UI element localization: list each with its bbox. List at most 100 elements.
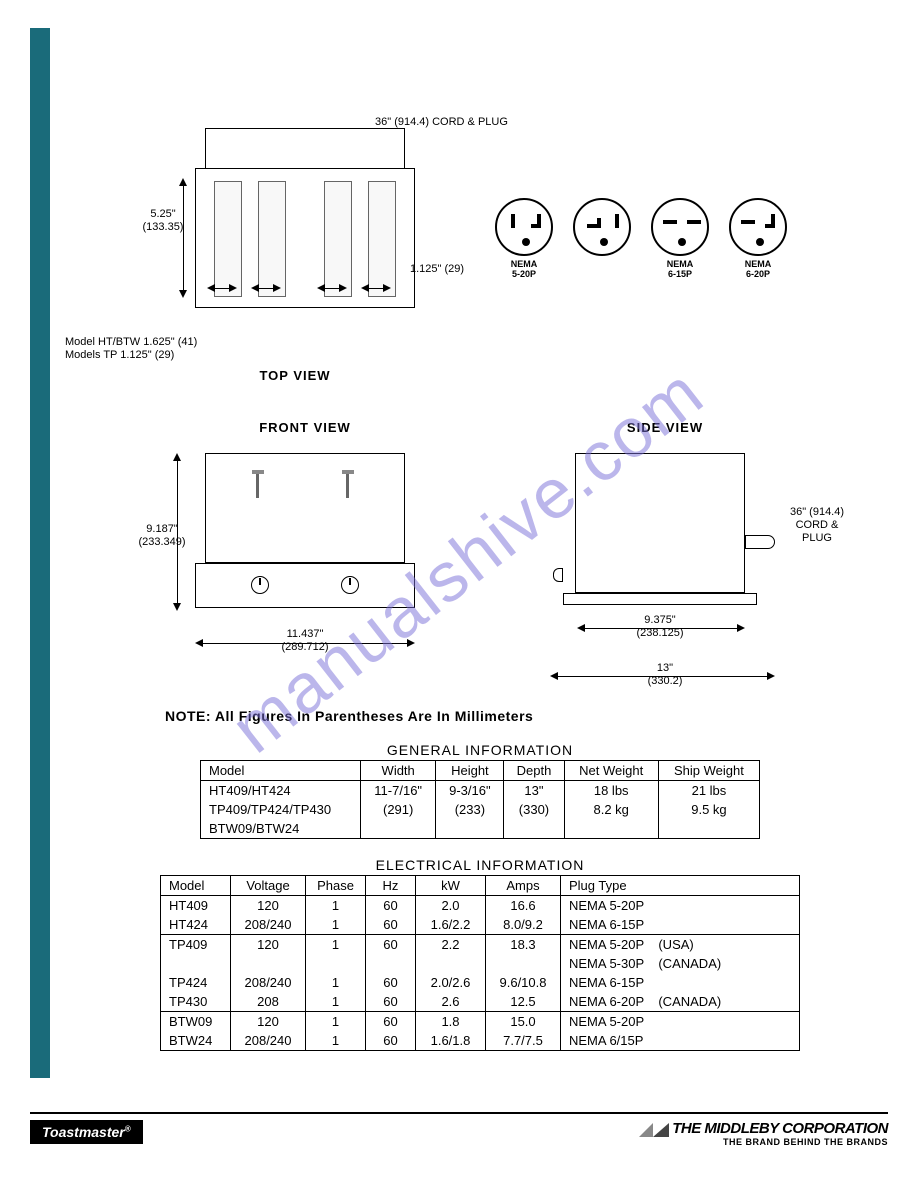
cell (361, 819, 436, 839)
cell: 18.3 (486, 935, 561, 955)
col-header: Hz (366, 876, 416, 896)
col-header: Model (201, 761, 361, 781)
middleby-tagline: THE BRAND BEHIND THE BRANDS (723, 1137, 888, 1147)
front-upper (205, 453, 405, 563)
top-view-title: TOP VIEW (235, 368, 355, 384)
cell: 208/240 (231, 973, 306, 992)
footer: Toastmaster® THE MIDDLEBY CORPORATION TH… (0, 1112, 918, 1148)
cell: NEMA 5-30P (CANADA) (561, 954, 800, 973)
cell: (330) (504, 800, 564, 819)
table-row: NEMA 5-30P (CANADA) (161, 954, 800, 973)
cell: 9.6/10.8 (486, 973, 561, 992)
cell: 8.0/9.2 (486, 915, 561, 935)
cell: 13" (504, 781, 564, 801)
cell: 208/240 (231, 1031, 306, 1051)
col-header: Phase (306, 876, 366, 896)
slot (324, 181, 352, 297)
cell (366, 954, 416, 973)
cell: 1.8 (416, 1012, 486, 1032)
cell: 120 (231, 935, 306, 955)
cell: 9.5 kg (658, 800, 759, 819)
cell: 60 (366, 896, 416, 916)
front-lower (195, 563, 415, 608)
col-header: Ship Weight (658, 761, 759, 781)
cell: TP424 (161, 973, 231, 992)
cell: NEMA 6-20P (CANADA) (561, 992, 800, 1012)
col-header: Depth (504, 761, 564, 781)
table-row: BTW091201601.815.0NEMA 5-20P (161, 1012, 800, 1032)
table-row: BTW09/BTW24 (201, 819, 760, 839)
cell: 2.0/2.6 (416, 973, 486, 992)
nema-label: NEMA 6-15P (650, 260, 710, 280)
nema-icon (573, 198, 631, 256)
cell: NEMA 5-20P (561, 896, 800, 916)
slot (368, 181, 396, 297)
cell: BTW09/BTW24 (201, 819, 361, 839)
side-body (575, 453, 745, 593)
cell: 12.5 (486, 992, 561, 1012)
cell (486, 954, 561, 973)
cell: 1 (306, 1012, 366, 1032)
cell: NEMA 6/15P (561, 1031, 800, 1051)
cell: 21 lbs (658, 781, 759, 801)
cell: TP430 (161, 992, 231, 1012)
side-view-title: SIDE VIEW (605, 420, 725, 436)
table-row: TP409/TP424/TP430 (291) (233) (330) 8.2 … (201, 800, 760, 819)
col-header: Height (436, 761, 504, 781)
cell: 1 (306, 973, 366, 992)
cell: HT409 (161, 896, 231, 916)
cell: 9-3/16" (436, 781, 504, 801)
table-row: TP4091201602.218.3NEMA 5-20P (USA) (161, 935, 800, 955)
middleby-name: THE MIDDLEBY CORPORATION (672, 1120, 888, 1137)
nema-6-20p-icon (729, 198, 787, 256)
cell: 60 (366, 1031, 416, 1051)
cell (564, 819, 658, 839)
cell: 1 (306, 992, 366, 1012)
cell: NEMA 6-15P (561, 915, 800, 935)
cell: 60 (366, 992, 416, 1012)
side-width-dim: 13" (330.2) (625, 662, 705, 688)
lever (346, 474, 349, 498)
cell: 2.2 (416, 935, 486, 955)
table-header-row: Model Width Height Depth Net Weight Ship… (201, 761, 760, 781)
cell (504, 819, 564, 839)
col-header: Width (361, 761, 436, 781)
cell: 60 (366, 973, 416, 992)
cell: 60 (366, 1012, 416, 1032)
cell: 7.7/7.5 (486, 1031, 561, 1051)
side-inner-dim: 9.375" (238.125) (620, 614, 700, 640)
cell: 120 (231, 1012, 306, 1032)
nema-label: NEMA 6-20P (728, 260, 788, 280)
col-header: Plug Type (561, 876, 800, 896)
cell: 2.0 (416, 896, 486, 916)
cell (658, 819, 759, 839)
cell: TP409/TP424/TP430 (201, 800, 361, 819)
front-height-dim: 9.187" (233.349) (127, 523, 197, 549)
cell (436, 819, 504, 839)
col-header: Voltage (231, 876, 306, 896)
cell: 1 (306, 896, 366, 916)
side-knob (553, 568, 563, 582)
cell: (291) (361, 800, 436, 819)
cell: 8.2 kg (564, 800, 658, 819)
table-row: TP4302081602.612.5NEMA 6-20P (CANADA) (161, 992, 800, 1012)
table-row: HT409/HT424 11-7/16" 9-3/16" 13" 18 lbs … (201, 781, 760, 801)
content-area: 36" (914.4) CORD & PLUG 5.25" (133.35) 1… (65, 28, 895, 1051)
knob (251, 576, 269, 594)
cell: 1 (306, 1031, 366, 1051)
cell: 15.0 (486, 1012, 561, 1032)
knob (341, 576, 359, 594)
top-view-back-box (205, 128, 405, 168)
table-row: HT4091201602.016.6NEMA 5-20P (161, 896, 800, 916)
nema-6-15p-icon (651, 198, 709, 256)
cell: 1.6/1.8 (416, 1031, 486, 1051)
cell: 18 lbs (564, 781, 658, 801)
table-header-row: Model Voltage Phase Hz kW Amps Plug Type (161, 876, 800, 896)
side-cord-stub (745, 535, 775, 549)
cell: 16.6 (486, 896, 561, 916)
table-row: BTW24208/2401601.6/1.87.7/7.5NEMA 6/15P (161, 1031, 800, 1051)
cell: 1.6/2.2 (416, 915, 486, 935)
lever (256, 474, 259, 498)
front-view-title: FRONT VIEW (245, 420, 365, 436)
cell (306, 954, 366, 973)
